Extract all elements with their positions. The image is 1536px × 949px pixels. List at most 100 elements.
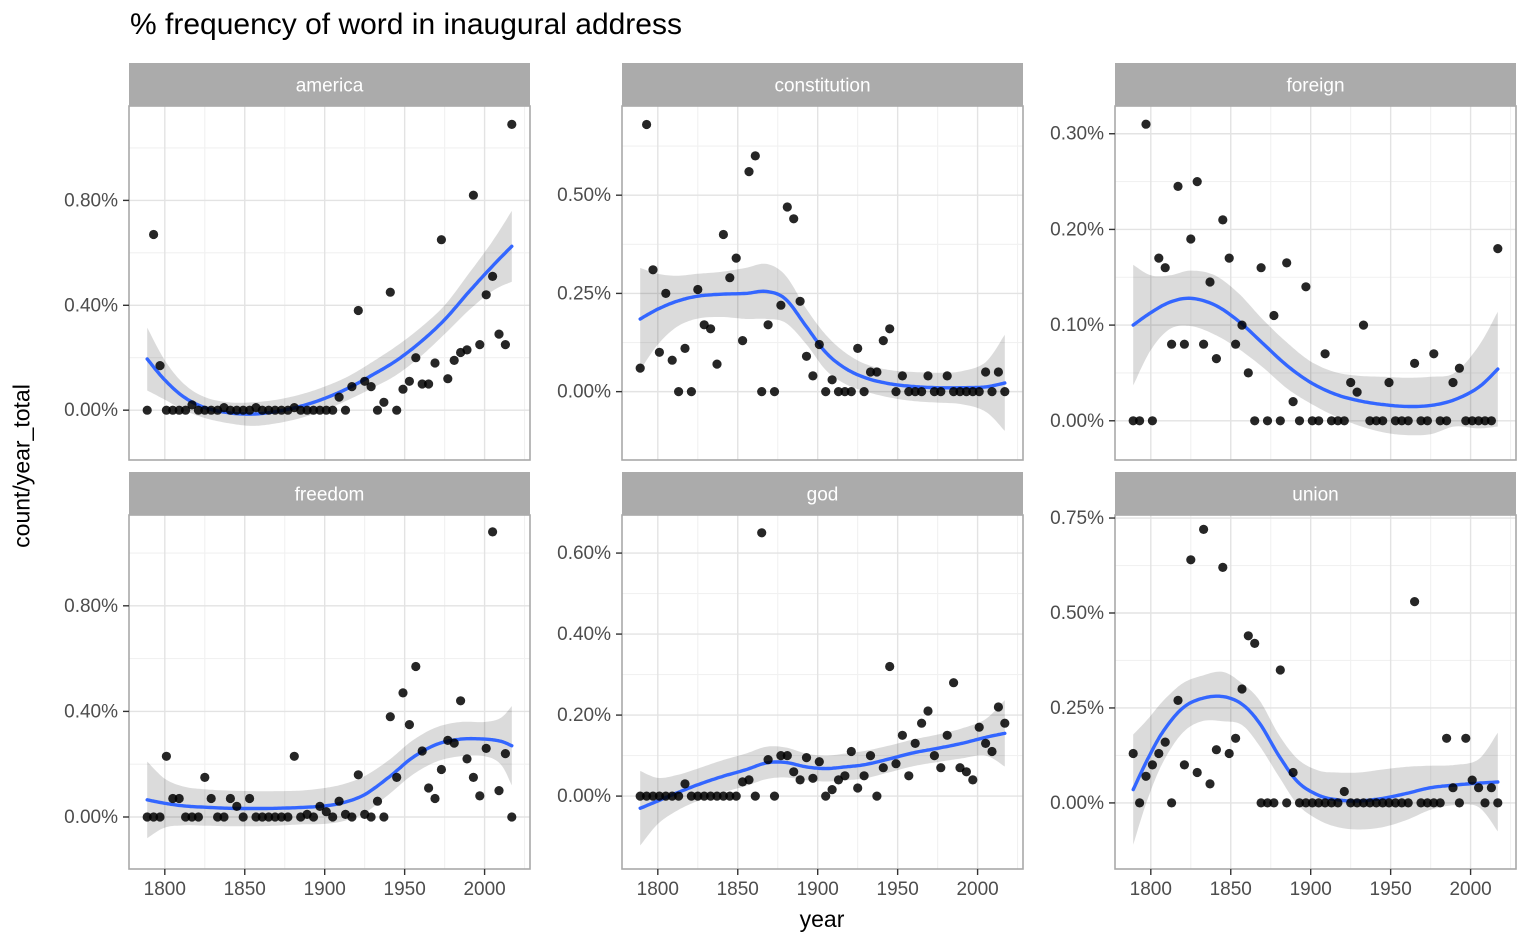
data-point — [1224, 253, 1234, 263]
data-point — [929, 751, 939, 761]
data-point — [840, 771, 850, 781]
data-point — [1422, 416, 1432, 426]
data-point — [1282, 798, 1292, 808]
y-tick-label: 0.20% — [1050, 219, 1104, 240]
data-point — [245, 793, 255, 804]
x-tick-label: 1800 — [1130, 879, 1172, 900]
data-point — [1199, 339, 1209, 349]
data-point — [1486, 783, 1496, 793]
data-point — [686, 791, 696, 801]
y-tick-label: 0.50% — [1050, 603, 1104, 624]
data-point — [1339, 416, 1349, 426]
data-point — [993, 702, 1003, 712]
data-point — [488, 527, 498, 537]
data-point — [1461, 733, 1471, 743]
data-point — [706, 791, 716, 801]
y-tick-label: 0.00% — [64, 807, 118, 828]
data-point — [1403, 798, 1413, 808]
confidence-ribbon — [147, 210, 512, 426]
data-point — [379, 812, 389, 822]
data-point — [776, 300, 786, 310]
data-point — [910, 387, 920, 397]
data-point — [481, 290, 491, 300]
data-point — [904, 771, 914, 781]
data-point — [1173, 181, 1183, 191]
data-point — [321, 807, 331, 817]
data-point — [494, 329, 504, 339]
data-point — [1358, 798, 1369, 808]
confidence-ribbon — [640, 700, 1005, 846]
data-point — [142, 812, 152, 822]
data-point — [801, 753, 812, 763]
data-point — [193, 812, 203, 822]
y-tick-label: 0.25% — [557, 283, 611, 304]
data-point — [1237, 320, 1247, 330]
data-point — [1262, 798, 1273, 808]
data-point — [878, 336, 888, 346]
data-point — [1352, 798, 1362, 808]
data-point — [725, 273, 735, 283]
facet-foreign: 0.00% 0.10% 0.20% 0.30% foreign — [1050, 63, 1517, 461]
data-point — [706, 324, 716, 334]
x-tick-label: 1900 — [1290, 879, 1332, 900]
data-point — [1135, 416, 1145, 426]
data-point — [1339, 786, 1349, 797]
data-point — [987, 746, 997, 757]
data-point — [456, 696, 466, 706]
data-point — [1480, 416, 1490, 426]
smooth-line — [145, 244, 514, 416]
data-point — [1378, 416, 1388, 426]
data-point — [693, 791, 703, 801]
facet-union: 0.00% 0.25% 0.50% 0.75% 1800 1850 1900 1950 2000… — [1050, 472, 1517, 900]
data-point — [308, 405, 319, 415]
y-tick-label: 0.80% — [64, 596, 118, 617]
data-point — [200, 405, 210, 415]
data-point — [1147, 760, 1157, 770]
data-point — [1467, 416, 1477, 426]
y-tick-label: 0.75% — [1050, 508, 1104, 529]
data-point — [929, 387, 939, 397]
data-point — [353, 770, 363, 780]
x-tick-label: 2000 — [956, 879, 998, 900]
data-point — [1179, 339, 1189, 349]
data-point — [654, 791, 664, 801]
data-point — [1243, 368, 1253, 378]
data-point — [1474, 783, 1484, 793]
data-point — [1486, 416, 1496, 426]
x-tick-label: 1950 — [877, 879, 919, 900]
data-point — [1416, 798, 1426, 808]
y-tick-label: 0.10% — [1050, 315, 1104, 336]
data-point — [149, 229, 159, 240]
data-point — [782, 202, 792, 212]
data-point — [808, 371, 818, 381]
data-point — [1429, 349, 1439, 359]
data-point — [1160, 263, 1170, 273]
data-point — [648, 265, 658, 275]
data-point — [827, 785, 837, 795]
data-point — [661, 288, 671, 298]
data-point — [257, 405, 267, 415]
data-point — [878, 763, 888, 773]
data-point — [424, 379, 434, 389]
data-point — [1250, 416, 1260, 426]
data-point — [1128, 416, 1138, 426]
data-point — [757, 528, 767, 538]
data-point — [1167, 798, 1177, 808]
data-point — [801, 351, 812, 361]
data-point — [1454, 363, 1464, 373]
data-point — [1160, 737, 1170, 747]
data-point — [1410, 597, 1420, 607]
data-point — [1467, 775, 1477, 785]
panel-background — [622, 106, 1023, 460]
data-point — [763, 320, 773, 330]
data-point — [872, 367, 882, 377]
data-point — [494, 786, 504, 796]
data-point — [1461, 416, 1471, 426]
data-point — [674, 791, 684, 801]
data-point — [661, 791, 671, 801]
data-point — [334, 392, 344, 402]
data-point — [462, 754, 472, 764]
data-point — [1128, 748, 1138, 759]
data-point — [910, 738, 920, 748]
